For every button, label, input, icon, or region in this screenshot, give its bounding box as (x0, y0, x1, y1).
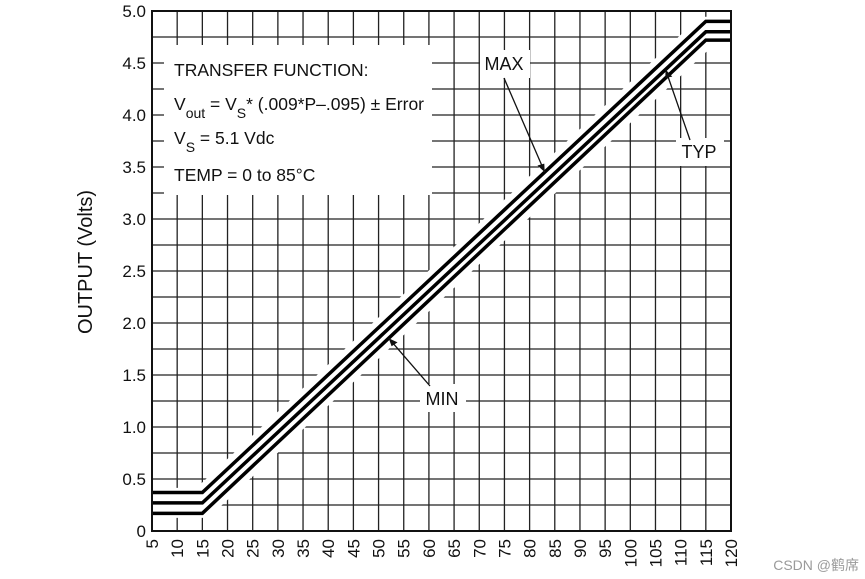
x-tick-label: 5 (143, 539, 162, 548)
x-tick-label: 85 (546, 539, 565, 558)
callout-leader-max (503, 77, 546, 173)
y-tick-label: 1.5 (122, 366, 146, 385)
callout-label-typ: TYP (681, 142, 716, 162)
x-tick-label: 35 (294, 539, 313, 558)
y-tick-label: 5.0 (122, 2, 146, 21)
callout-arrow-typ (665, 69, 673, 79)
x-tick-label: 115 (697, 539, 716, 566)
annotation-box (164, 45, 432, 195)
x-tick-label: 80 (521, 539, 540, 558)
series-line-max (152, 19, 731, 495)
box-line-temp: TEMP = 0 to 85°C (174, 165, 315, 185)
callout-leader-min (388, 337, 431, 387)
x-tick-label: 20 (219, 539, 238, 558)
box-line-formula: Vout = VS* (.009*P–.095) ± Error (174, 94, 424, 121)
callout-bg-max (480, 50, 530, 78)
callout-arrow-min (388, 338, 398, 347)
y-tick-label: 2.0 (122, 314, 146, 333)
callout-label-min: MIN (426, 389, 459, 409)
x-tick-label: 10 (168, 539, 187, 558)
box-line-vs: VS = 5.1 Vdc (174, 128, 275, 155)
x-tick-label: 55 (395, 539, 414, 558)
y-tick-label: 1.0 (122, 418, 146, 437)
callout-arrow-max (537, 163, 545, 173)
callout-leader-typ (664, 69, 691, 141)
y-tick-label: 2.5 (122, 262, 146, 281)
x-tick-label: 110 (672, 539, 691, 566)
y-tick-label: 4.0 (122, 106, 146, 125)
x-tick-label: 60 (420, 539, 439, 558)
x-tick-label: 105 (646, 539, 665, 567)
plot-frame (151, 10, 732, 532)
series-line-typ (152, 30, 731, 505)
x-tick-label: 90 (571, 539, 590, 558)
x-tick-label: 120 (722, 539, 741, 567)
y-tick-label: 0.5 (122, 470, 146, 489)
y-tick-label: 3.5 (122, 158, 146, 177)
x-tick-label: 65 (445, 539, 464, 558)
series-line-min (152, 38, 731, 516)
x-tick-label: 50 (370, 539, 389, 558)
x-tick-label: 45 (344, 539, 363, 558)
chart-axes: 5 10 15 20 25 30 35 40 45 50 55 60 65 70 75 80 85 90 95 100… (122, 2, 741, 567)
box-line-title: TRANSFER FUNCTION: (174, 60, 368, 80)
y-tick-label: 3.0 (122, 210, 146, 229)
callout-label-max: MAX (484, 54, 523, 74)
x-tick-label: 75 (495, 539, 514, 558)
x-tick-label: 95 (596, 539, 615, 558)
chart-annotations: TRANSFER FUNCTION: Vout = VS* (.009*P–.09… (164, 45, 724, 412)
x-tick-label: 70 (470, 539, 489, 558)
x-tick-label: 15 (193, 539, 212, 558)
y-tick-label: 0 (137, 522, 146, 541)
callout-bg-min (420, 384, 466, 412)
x-tick-label: 25 (244, 539, 263, 558)
callout-bg-typ (676, 138, 724, 166)
x-tick-label: 30 (269, 539, 288, 558)
watermark: CSDN @鹤席 (773, 557, 859, 573)
y-tick-label: 4.5 (122, 54, 146, 73)
x-tick-label: 100 (621, 539, 640, 567)
y-axis-label: OUTPUT (Volts) (75, 190, 97, 334)
chart-series (152, 16, 731, 518)
x-tick-label: 40 (319, 539, 338, 558)
